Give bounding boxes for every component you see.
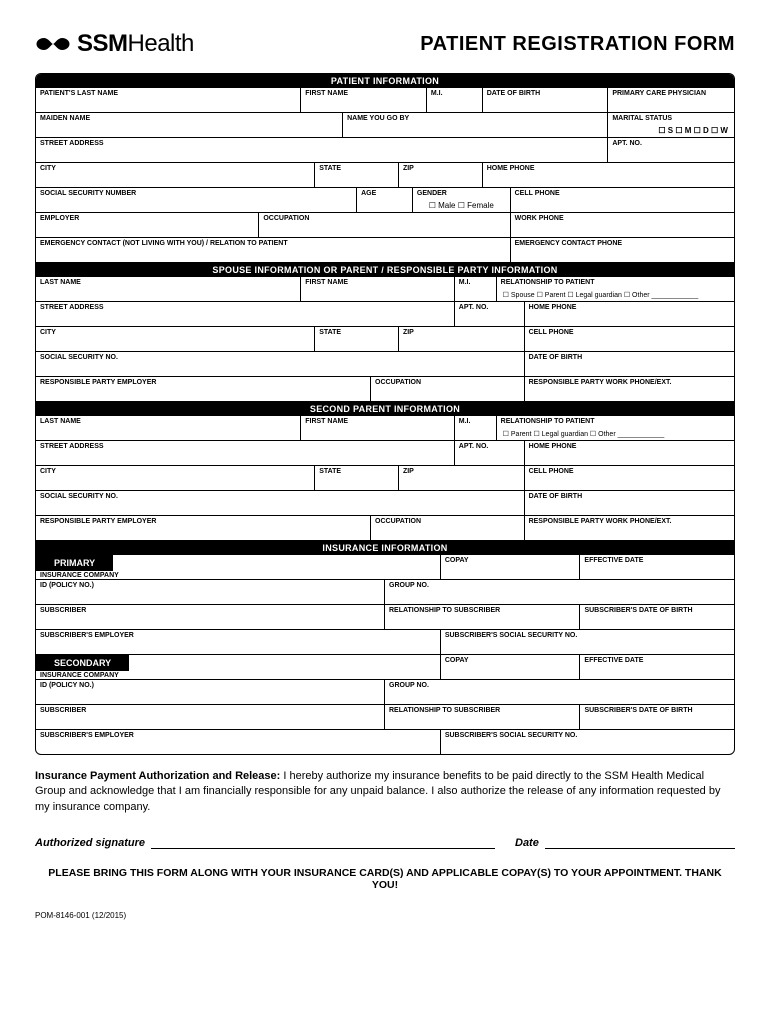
s-rel-sub[interactable]: RELATIONSHIP TO SUBSCRIBER <box>385 705 580 729</box>
field-marital[interactable]: MARITAL STATUS ☐ S ☐ M ☐ D ☐ W <box>608 113 734 137</box>
field-state[interactable]: STATE <box>315 163 399 187</box>
p2-dob[interactable]: DATE OF BIRTH <box>525 491 734 515</box>
s-subscriber[interactable]: SUBSCRIBER <box>36 705 385 729</box>
sp-dob[interactable]: DATE OF BIRTH <box>525 352 734 376</box>
marital-options[interactable]: ☐ S ☐ M ☐ D ☐ W <box>658 126 728 135</box>
field-ssn[interactable]: SOCIAL SECURITY NUMBER <box>36 188 357 212</box>
sp-last-name[interactable]: LAST NAME <box>36 277 301 301</box>
p2-ssn[interactable]: SOCIAL SECURITY NO. <box>36 491 525 515</box>
secondary-tab: SECONDARY <box>36 655 129 671</box>
signature-input[interactable] <box>151 835 495 849</box>
field-work-phone[interactable]: WORK PHONE <box>511 213 734 237</box>
p2-cell[interactable]: CELL PHONE <box>525 466 734 490</box>
s-effective[interactable]: EFFECTIVE DATE <box>580 655 734 679</box>
form-body: PATIENT INFORMATION PATIENT'S LAST NAME … <box>35 73 735 755</box>
s-group[interactable]: GROUP NO. <box>385 680 734 704</box>
s-policy[interactable]: ID (POLICY NO.) <box>36 680 385 704</box>
field-age[interactable]: AGE <box>357 188 413 212</box>
signature-label: Authorized signature <box>35 837 145 849</box>
sp-zip[interactable]: ZIP <box>399 327 525 351</box>
p2-street[interactable]: STREET ADDRESS <box>36 441 455 465</box>
gender-options[interactable]: ☐ Male ☐ Female <box>417 201 506 210</box>
p2-rel-options[interactable]: ☐ Parent ☐ Legal guardian ☐ Other ______… <box>503 430 665 438</box>
p-sub-ssn[interactable]: SUBSCRIBER'S SOCIAL SECURITY NO. <box>441 630 734 654</box>
sp-home-phone[interactable]: HOME PHONE <box>525 302 734 326</box>
p-rel-sub[interactable]: RELATIONSHIP TO SUBSCRIBER <box>385 605 580 629</box>
p2-work-phone[interactable]: RESPONSIBLE PARTY WORK PHONE/EXT. <box>525 516 734 540</box>
field-zip[interactable]: ZIP <box>399 163 483 187</box>
sp-rel-options[interactable]: ☐ Spouse ☐ Parent ☐ Legal guardian ☐ Oth… <box>503 291 699 299</box>
p2-zip[interactable]: ZIP <box>399 466 525 490</box>
sp-mi[interactable]: M.I. <box>455 277 497 301</box>
s-sub-ssn[interactable]: SUBSCRIBER'S SOCIAL SECURITY NO. <box>441 730 734 754</box>
field-apt[interactable]: APT. NO. <box>608 138 734 162</box>
section-second-parent: SECOND PARENT INFORMATION <box>36 402 734 416</box>
date-input[interactable] <box>545 835 735 849</box>
sp-cell[interactable]: CELL PHONE <box>525 327 734 351</box>
sp-work-phone[interactable]: RESPONSIBLE PARTY WORK PHONE/EXT. <box>525 377 734 401</box>
field-gender[interactable]: GENDER ☐ Male ☐ Female <box>413 188 511 212</box>
p-sub-dob[interactable]: SUBSCRIBER'S DATE OF BIRTH <box>580 605 734 629</box>
p2-apt[interactable]: APT. NO. <box>455 441 525 465</box>
sp-first-name[interactable]: FIRST NAME <box>301 277 455 301</box>
infinity-icon <box>35 33 71 55</box>
field-last-name[interactable]: PATIENT'S LAST NAME <box>36 88 301 112</box>
logo: SSMHealth <box>35 30 194 58</box>
field-maiden[interactable]: MAIDEN NAME <box>36 113 343 137</box>
field-city[interactable]: CITY <box>36 163 315 187</box>
sp-relationship[interactable]: RELATIONSHIP TO PATIENT ☐ Spouse ☐ Paren… <box>497 277 734 301</box>
date-label: Date <box>515 837 539 849</box>
signature-row: Authorized signature Date <box>35 835 735 849</box>
p2-city[interactable]: CITY <box>36 466 315 490</box>
p-policy[interactable]: ID (POLICY NO.) <box>36 580 385 604</box>
primary-company-cell[interactable]: PRIMARY INSURANCE COMPANY <box>36 555 441 579</box>
field-employer[interactable]: EMPLOYER <box>36 213 259 237</box>
field-cell[interactable]: CELL PHONE <box>511 188 734 212</box>
document-code: POM-8146-001 (12/2015) <box>35 911 735 920</box>
field-mi[interactable]: M.I. <box>427 88 483 112</box>
field-emergency[interactable]: EMERGENCY CONTACT (NOT LIVING WITH YOU) … <box>36 238 511 262</box>
p2-occupation[interactable]: OCCUPATION <box>371 516 525 540</box>
p-copay[interactable]: COPAY <box>441 555 581 579</box>
s-sub-employer[interactable]: SUBSCRIBER'S EMPLOYER <box>36 730 441 754</box>
secondary-company-cell[interactable]: SECONDARY INSURANCE COMPANY <box>36 655 441 679</box>
s-sub-dob[interactable]: SUBSCRIBER'S DATE OF BIRTH <box>580 705 734 729</box>
p2-last-name[interactable]: LAST NAME <box>36 416 301 440</box>
p2-state[interactable]: STATE <box>315 466 399 490</box>
p-effective[interactable]: EFFECTIVE DATE <box>580 555 734 579</box>
sp-street[interactable]: STREET ADDRESS <box>36 302 455 326</box>
sp-ssn[interactable]: SOCIAL SECURITY NO. <box>36 352 525 376</box>
logo-text: SSMHealth <box>77 30 194 58</box>
p2-mi[interactable]: M.I. <box>455 416 497 440</box>
field-home-phone[interactable]: HOME PHONE <box>483 163 734 187</box>
p2-first-name[interactable]: FIRST NAME <box>301 416 455 440</box>
sp-employer[interactable]: RESPONSIBLE PARTY EMPLOYER <box>36 377 371 401</box>
field-occupation[interactable]: OCCUPATION <box>259 213 510 237</box>
p-subscriber[interactable]: SUBSCRIBER <box>36 605 385 629</box>
section-patient-info: PATIENT INFORMATION <box>36 74 734 88</box>
field-go-by[interactable]: NAME YOU GO BY <box>343 113 608 137</box>
section-spouse-info: SPOUSE INFORMATION OR PARENT / RESPONSIB… <box>36 263 734 277</box>
sp-city[interactable]: CITY <box>36 327 315 351</box>
section-insurance: INSURANCE INFORMATION <box>36 541 734 555</box>
p2-employer[interactable]: RESPONSIBLE PARTY EMPLOYER <box>36 516 371 540</box>
field-pcp[interactable]: PRIMARY CARE PHYSICIAN <box>608 88 734 112</box>
p2-home-phone[interactable]: HOME PHONE <box>525 441 734 465</box>
field-emergency-phone[interactable]: EMERGENCY CONTACT PHONE <box>511 238 734 262</box>
field-street[interactable]: STREET ADDRESS <box>36 138 608 162</box>
authorization-text: Insurance Payment Authorization and Rele… <box>35 769 735 815</box>
primary-tab: PRIMARY <box>36 555 113 571</box>
sp-occupation[interactable]: OCCUPATION <box>371 377 525 401</box>
s-copay[interactable]: COPAY <box>441 655 581 679</box>
p2-relationship[interactable]: RELATIONSHIP TO PATIENT ☐ Parent ☐ Legal… <box>497 416 734 440</box>
form-header: SSMHealth PATIENT REGISTRATION FORM <box>35 30 735 58</box>
p-group[interactable]: GROUP NO. <box>385 580 734 604</box>
sp-apt[interactable]: APT. NO. <box>455 302 525 326</box>
p-sub-employer[interactable]: SUBSCRIBER'S EMPLOYER <box>36 630 441 654</box>
footer-note: PLEASE BRING THIS FORM ALONG WITH YOUR I… <box>35 867 735 891</box>
form-title: PATIENT REGISTRATION FORM <box>420 33 735 56</box>
sp-state[interactable]: STATE <box>315 327 399 351</box>
field-first-name[interactable]: FIRST NAME <box>301 88 427 112</box>
field-dob[interactable]: DATE OF BIRTH <box>483 88 609 112</box>
